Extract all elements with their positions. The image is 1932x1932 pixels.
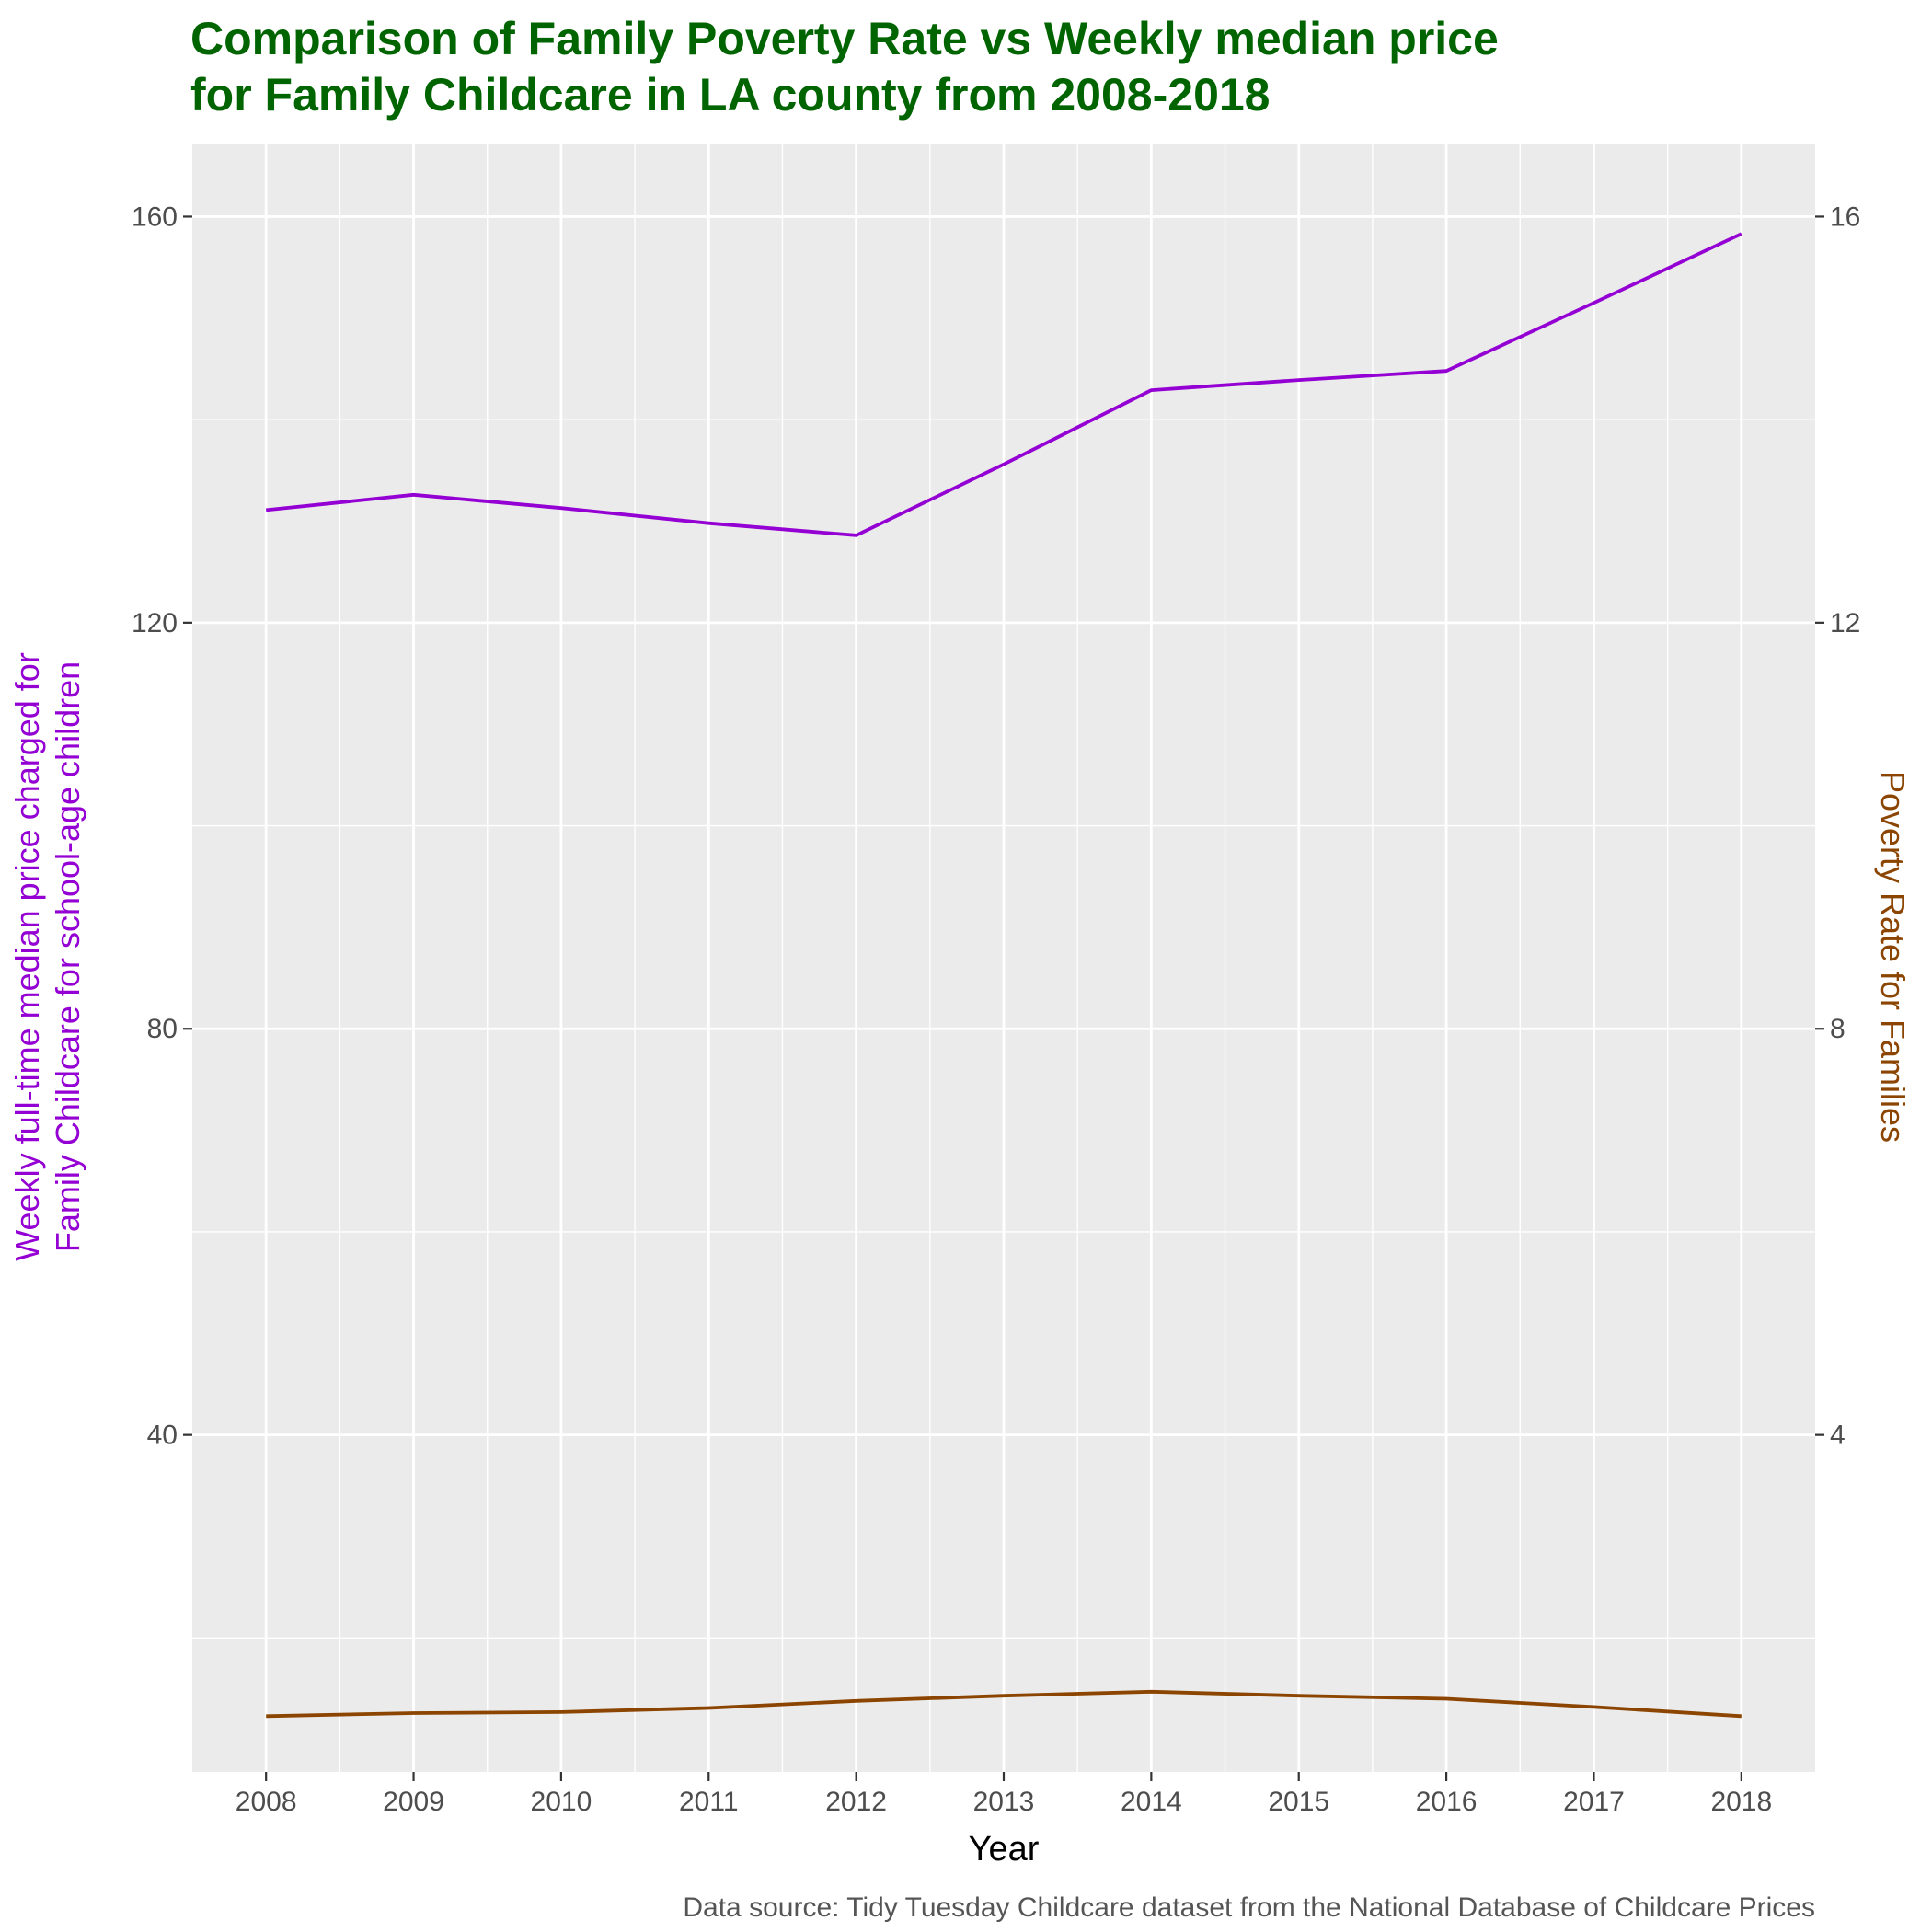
y-right-tick-label: 8 — [1830, 1014, 1846, 1044]
axes-layer: 40 80 120 160 4 8 12 16 2008 2009 2010 2011 2012 2013… — [132, 201, 1860, 1817]
y-left-tick-label: 40 — [147, 1420, 178, 1451]
series-line-right — [266, 1689, 1742, 1719]
x-axis-label: Year — [969, 1830, 1040, 1869]
series-layer — [266, 232, 1742, 1719]
x-tick-label: 2013 — [973, 1787, 1035, 1817]
chart-caption: Data source: Tidy Tuesday Childcare data… — [683, 1892, 1815, 1923]
y-left-tick-label: 80 — [147, 1014, 178, 1044]
y-right-tick-label: 4 — [1830, 1420, 1846, 1451]
y-axis-left-label-line-1: Weekly full-time median price charged fo… — [8, 652, 46, 1261]
chart-title-line-2: for Family Childcare in LA county from 2… — [190, 69, 1271, 121]
y-right-tick-label: 12 — [1830, 608, 1860, 638]
grid-major — [192, 144, 1815, 1772]
x-tick-label: 2014 — [1121, 1787, 1182, 1817]
chart-title-line-1: Comparison of Family Poverty Rate vs Wee… — [190, 13, 1499, 64]
x-tick-label: 2010 — [531, 1787, 592, 1817]
x-tick-label: 2012 — [825, 1787, 887, 1817]
y-left-tick-label: 160 — [132, 201, 178, 232]
x-tick-label: 2015 — [1268, 1787, 1329, 1817]
x-tick-label: 2011 — [679, 1787, 739, 1817]
y-left-tick-label: 120 — [132, 608, 178, 638]
x-tick-label: 2008 — [236, 1787, 297, 1817]
x-tick-label: 2017 — [1563, 1787, 1625, 1817]
y-axis-left-label: Weekly full-time median price charged fo… — [8, 652, 86, 1261]
x-tick-label: 2018 — [1710, 1787, 1772, 1817]
x-tick-label: 2009 — [383, 1787, 444, 1817]
y-axis-left-label-line-2: Family Childcare for school-age children — [49, 661, 86, 1252]
series-line-left — [266, 232, 1742, 537]
x-tick-label: 2016 — [1416, 1787, 1478, 1817]
y-axis-right-label: Poverty Rate for Families — [1874, 771, 1912, 1143]
y-right-tick-label: 16 — [1830, 201, 1860, 232]
